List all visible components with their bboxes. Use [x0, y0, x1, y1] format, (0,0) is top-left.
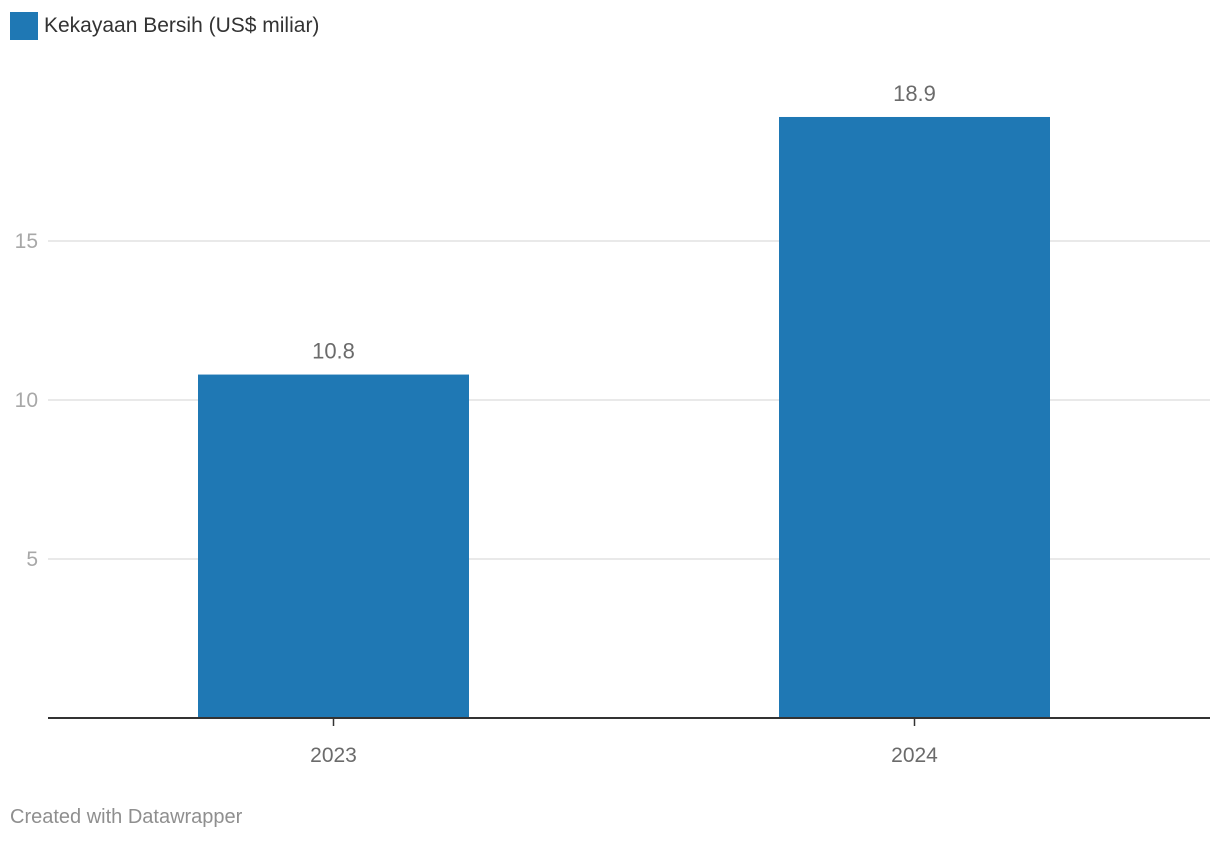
labels: 5 10 15 10.8 2023 18.9 2024	[15, 81, 939, 767]
legend: Kekayaan Bersih (US$ miliar)	[10, 12, 319, 40]
bar-2023	[198, 374, 469, 718]
footer-credit: Created with Datawrapper	[10, 806, 243, 828]
legend-label: Kekayaan Bersih (US$ miliar)	[44, 14, 320, 37]
x-axis	[48, 717, 1210, 726]
bar-2024	[779, 116, 1050, 719]
y-tick-label: 15	[15, 230, 38, 253]
bars	[198, 116, 1050, 719]
x-tick-label: 2023	[310, 744, 357, 767]
data-label: 10.8	[312, 339, 355, 364]
y-tick-label: 5	[26, 548, 38, 571]
data-label: 18.9	[893, 81, 936, 106]
y-tick-label: 10	[15, 389, 38, 412]
x-tick-label: 2024	[891, 744, 938, 767]
legend-swatch	[10, 12, 38, 40]
